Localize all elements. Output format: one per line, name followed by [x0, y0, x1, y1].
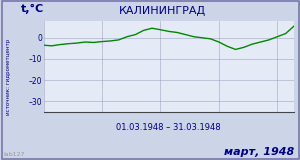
Text: источник: гидрометцентр: источник: гидрометцентр [6, 39, 11, 115]
Text: t,°C: t,°C [21, 3, 44, 13]
Text: 01.03.1948 – 31.03.1948: 01.03.1948 – 31.03.1948 [116, 124, 220, 132]
FancyBboxPatch shape [2, 1, 298, 159]
Text: lab127: lab127 [3, 152, 25, 157]
Text: март, 1948: март, 1948 [224, 147, 294, 157]
Text: КАЛИНИНГРАД: КАЛИНИНГРАД [118, 6, 206, 16]
